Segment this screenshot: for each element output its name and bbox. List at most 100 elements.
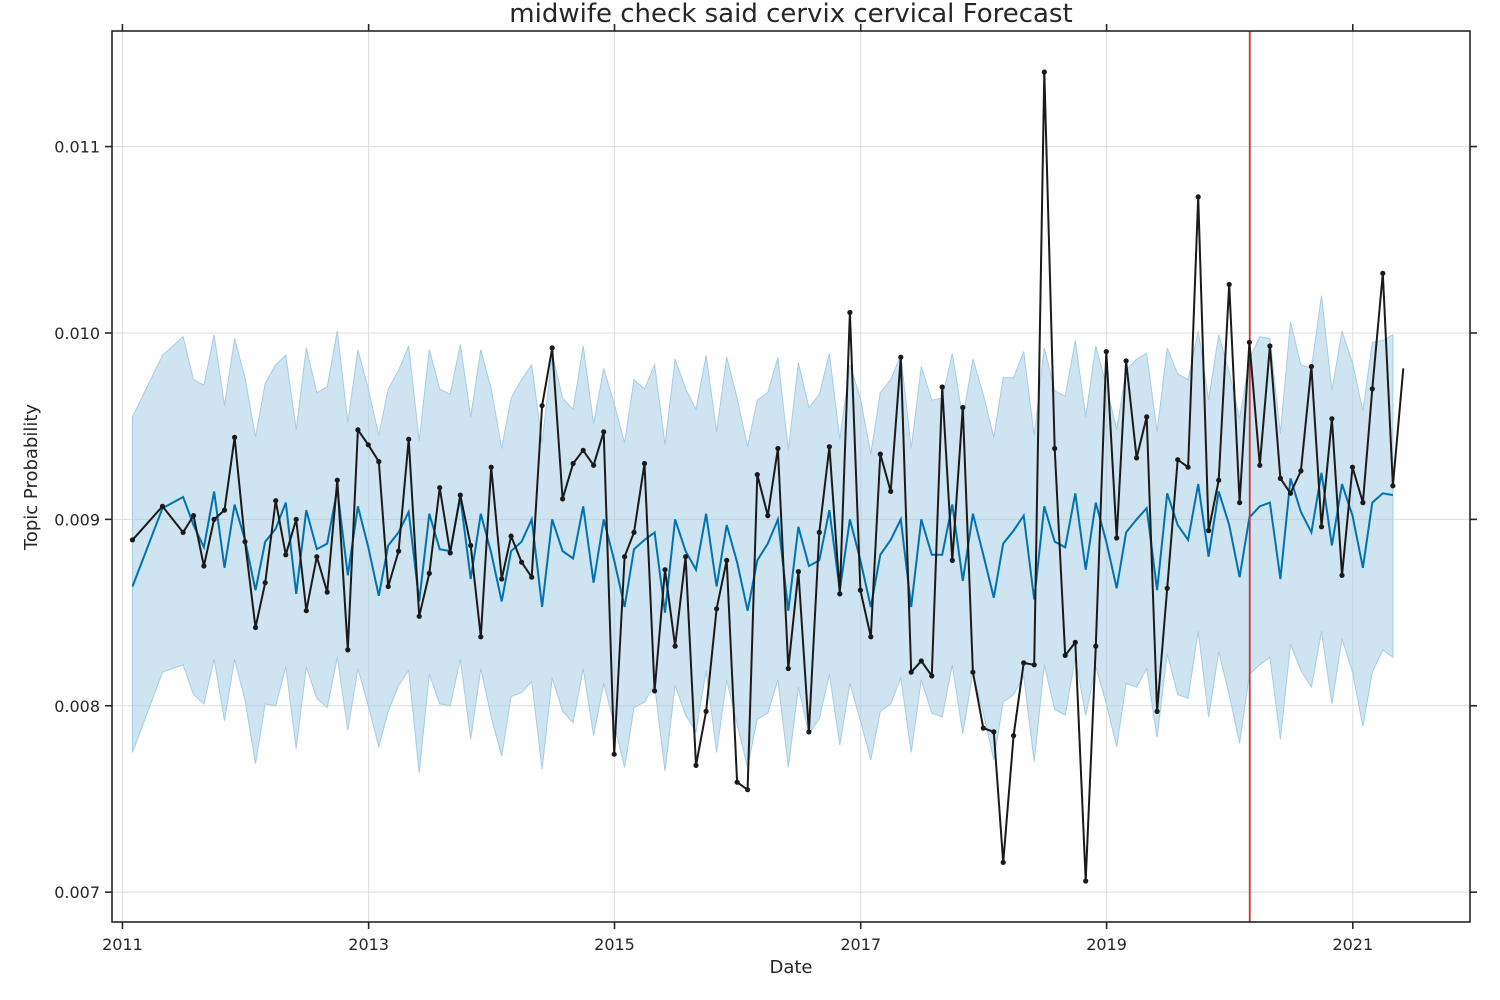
observed-point xyxy=(180,529,186,536)
observed-point xyxy=(437,485,443,491)
observed-point xyxy=(591,462,597,468)
observed-point xyxy=(622,554,628,560)
observed-point xyxy=(672,643,678,649)
observed-point xyxy=(857,587,864,593)
observed-point xyxy=(806,729,812,735)
observed-point xyxy=(754,472,760,478)
observed-point xyxy=(159,503,166,509)
observed-point xyxy=(693,762,699,769)
observed-point xyxy=(129,537,136,543)
chart-title: midwife check said cervix cervical Forec… xyxy=(509,0,1072,29)
observed-point xyxy=(1237,500,1243,506)
observed-point xyxy=(1195,194,1201,200)
observed-point xyxy=(1246,339,1252,345)
observed-point xyxy=(273,498,279,504)
x-tick-label: 2013 xyxy=(348,935,389,954)
observed-point xyxy=(242,539,248,545)
y-tick-label: 0.008 xyxy=(54,697,100,716)
observed-point xyxy=(499,576,505,582)
observed-point xyxy=(447,550,453,556)
observed-point xyxy=(960,404,966,411)
observed-point xyxy=(211,516,217,523)
observed-point xyxy=(376,459,382,465)
observed-point xyxy=(570,460,576,467)
x-axis-label: Date xyxy=(769,957,812,978)
observed-point xyxy=(908,669,914,675)
forecast-line xyxy=(131,472,1394,613)
plot-frame xyxy=(111,30,1471,923)
observed-point xyxy=(1277,475,1283,481)
observed-point xyxy=(334,477,340,483)
observed-point xyxy=(1123,358,1129,364)
observed-point xyxy=(560,496,566,502)
observed-point xyxy=(918,658,924,664)
observed-point xyxy=(1175,457,1181,463)
observed-point xyxy=(1072,639,1078,646)
observed-point xyxy=(847,309,853,316)
observed-point xyxy=(519,559,525,565)
observed-point xyxy=(1052,445,1058,452)
observed-point xyxy=(1329,416,1335,422)
observed-point xyxy=(201,563,207,569)
observed-point xyxy=(1134,455,1140,461)
observed-point xyxy=(1257,462,1263,468)
observed-point xyxy=(303,608,309,614)
observed-point xyxy=(1318,524,1325,530)
y-tick-label: 0.009 xyxy=(54,510,100,529)
observed-point xyxy=(1114,535,1120,541)
observed-point xyxy=(549,345,555,351)
observed-point xyxy=(1298,468,1304,474)
observed-point xyxy=(1267,343,1273,349)
observed-point xyxy=(468,542,474,549)
y-tick-label: 0.007 xyxy=(54,883,100,902)
observed-point xyxy=(714,606,720,612)
observed-point xyxy=(385,583,391,590)
observed-point xyxy=(980,725,986,731)
observed-point xyxy=(345,647,351,653)
observed-point xyxy=(652,688,658,694)
observed-point xyxy=(1000,859,1006,866)
observed-point xyxy=(1216,477,1222,483)
observed-point xyxy=(396,548,402,554)
y-tick-label: 0.011 xyxy=(54,138,100,157)
observed-point xyxy=(898,354,904,360)
observed-point xyxy=(314,554,320,560)
observed-point xyxy=(1185,464,1191,470)
observed-point xyxy=(939,384,945,390)
observed-point xyxy=(293,516,299,523)
observed-point xyxy=(631,529,637,536)
observed-point xyxy=(795,569,802,575)
observed-point xyxy=(785,665,791,672)
observed-point xyxy=(232,434,238,440)
observed-point xyxy=(1011,733,1017,739)
observed-point xyxy=(457,492,463,498)
observed-point xyxy=(539,403,545,409)
y-tick-label: 0.010 xyxy=(54,324,100,343)
observed-point xyxy=(826,444,833,450)
observed-point xyxy=(1206,528,1212,534)
observed-point xyxy=(877,451,883,457)
observed-point xyxy=(991,729,997,735)
observed-point xyxy=(683,554,689,560)
forecast-line-layer xyxy=(131,472,1394,613)
observed-point xyxy=(262,580,268,586)
observed-point xyxy=(1083,878,1089,884)
observed-point xyxy=(949,557,955,564)
observed-point xyxy=(662,567,668,573)
observed-point xyxy=(1031,662,1037,668)
observed-point xyxy=(1308,363,1314,370)
x-tick-label: 2017 xyxy=(840,935,881,954)
x-tick-label: 2011 xyxy=(102,935,143,954)
observed-point xyxy=(406,436,412,442)
observed-point xyxy=(970,669,976,675)
observed-point xyxy=(508,533,514,539)
observed-point xyxy=(1021,660,1027,666)
observed-point xyxy=(1226,281,1232,288)
observed-point xyxy=(1041,69,1047,75)
observed-point xyxy=(724,557,730,564)
observed-point xyxy=(1349,464,1356,470)
observed-point xyxy=(1369,386,1375,392)
observed-point xyxy=(745,787,751,793)
observed-point xyxy=(221,507,228,513)
observed-point xyxy=(703,708,709,715)
